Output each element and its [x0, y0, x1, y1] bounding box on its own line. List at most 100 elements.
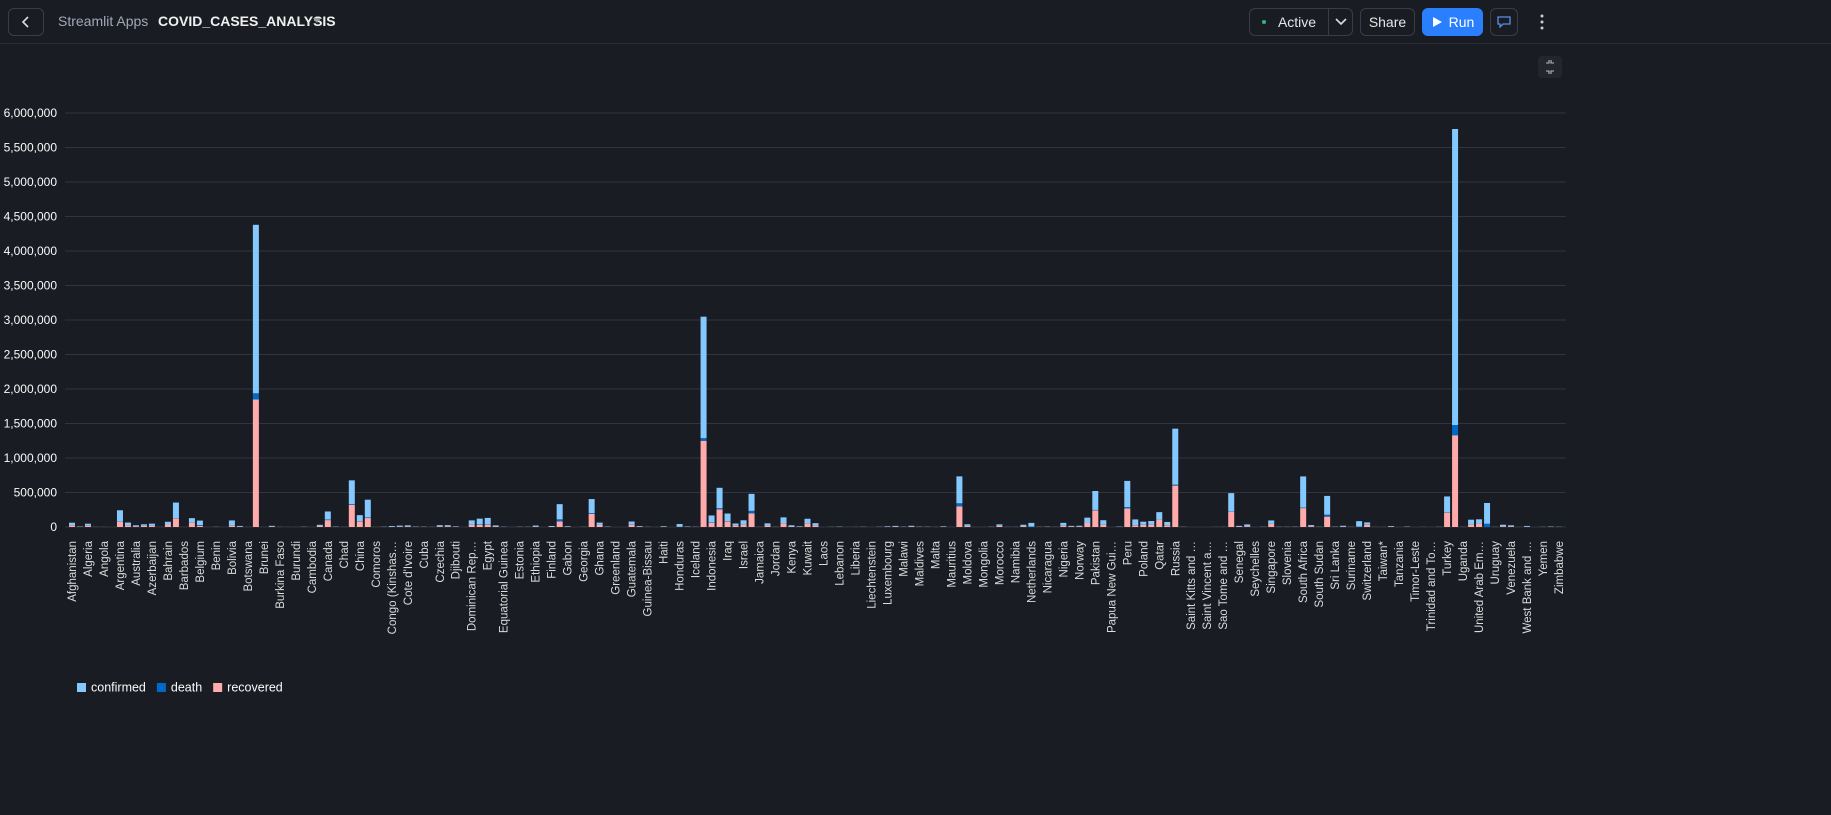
app-name[interactable]: COVID_CASES_ANALYSIS: [158, 13, 336, 29]
bar-segment: [228, 525, 235, 527]
bar-segment: [908, 525, 915, 527]
status-button[interactable]: Active: [1249, 8, 1329, 36]
x-tick-label: Moldova: [962, 540, 974, 584]
bar-segment: [484, 517, 491, 525]
x-tick-label: Canada: [323, 540, 335, 581]
bar-segment: [1268, 520, 1275, 524]
x-tick-label: Equatorial Guinea: [499, 540, 511, 633]
x-tick-label: Russia: [1170, 540, 1182, 576]
x-tick-label: United Arab Em…: [1474, 541, 1486, 633]
bar-segment: [1172, 428, 1179, 485]
bar-segment: [1060, 525, 1067, 527]
y-tick-label: 0: [50, 520, 57, 534]
bar-segment: [1084, 522, 1091, 527]
x-tick-label: Indonesia: [707, 540, 719, 590]
x-tick-label: Ethiopia: [531, 540, 543, 582]
status-dropdown[interactable]: [1328, 8, 1353, 36]
x-tick-label: Afghanistan: [67, 541, 79, 602]
bar-segment: [404, 526, 411, 527]
bar-segment: [1156, 512, 1163, 520]
menu-button[interactable]: [1538, 13, 1546, 31]
bar-segment: [164, 521, 171, 525]
bar-segment: [780, 523, 787, 527]
bar-segment: [1228, 511, 1235, 527]
bar-segment: [588, 513, 595, 514]
bar-segment: [1308, 526, 1315, 527]
bar-segment: [364, 499, 371, 518]
y-tick-label: 1,500,000: [4, 417, 58, 431]
x-tick-label: Liechtenstein: [866, 541, 878, 609]
x-tick-label: South Sudan: [1314, 541, 1326, 608]
x-tick-label: Laos: [818, 541, 830, 566]
x-tick-label: Papua New Gui…: [1106, 541, 1118, 633]
breadcrumb[interactable]: Streamlit Apps: [58, 13, 149, 29]
x-tick-label: Zimbabwe: [1554, 541, 1566, 594]
bar-segment: [468, 524, 475, 527]
bar-segment: [356, 515, 363, 522]
y-tick-label: 5,500,000: [4, 141, 58, 155]
bar-segment: [69, 522, 75, 526]
bar-segment: [484, 524, 491, 527]
x-tick-label: Pakistan: [1090, 541, 1102, 585]
bar-segment: [1476, 519, 1483, 524]
bar-segment: [812, 523, 819, 526]
bar-segment: [188, 522, 195, 527]
bar-segment: [748, 510, 755, 514]
bar-segment: [716, 508, 723, 510]
bar-segment: [348, 504, 355, 527]
bar-segment: [1500, 524, 1507, 527]
comment-icon: [1497, 16, 1511, 28]
bar-segment: [996, 525, 1003, 527]
bar-segment: [780, 517, 787, 524]
bar-segment: [436, 525, 443, 527]
x-tick-label: Bolivia: [227, 540, 239, 574]
x-tick-label: Seychelles: [1250, 541, 1262, 597]
back-button[interactable]: [8, 8, 44, 36]
x-tick-label: Singapore: [1266, 541, 1278, 593]
bar-segment: [556, 519, 563, 522]
x-tick-label: Morocco: [994, 541, 1006, 585]
bar-segment: [436, 526, 443, 527]
bar-segment: [740, 524, 747, 527]
bar-segment: [1172, 484, 1179, 486]
bar-segment: [236, 525, 243, 527]
bar-segment: [84, 525, 91, 527]
x-tick-label: Cuba: [419, 540, 431, 568]
bar-segment: [268, 525, 275, 527]
bar-segment: [324, 511, 331, 520]
y-tick-label: 4,500,000: [4, 210, 58, 224]
bar-segment: [676, 524, 683, 527]
x-tick-label: Haiti: [659, 541, 671, 564]
bar-segment: [348, 504, 355, 505]
comment-button[interactable]: [1490, 8, 1518, 36]
bar-segment: [700, 438, 707, 441]
x-tick-label: Nicaragua: [1042, 540, 1054, 593]
x-tick-label: South Africa: [1298, 540, 1310, 603]
run-button[interactable]: Run: [1422, 8, 1483, 36]
x-tick-label: Yemen: [1538, 541, 1550, 576]
x-tick-label: Poland: [1138, 541, 1150, 577]
bar-segment: [252, 399, 259, 527]
bar-segment: [172, 518, 179, 527]
x-tick-label: Turkey: [1442, 541, 1454, 576]
bar-segment: [628, 521, 635, 525]
x-tick-label: Venezuela: [1506, 540, 1518, 594]
bar-segment: [908, 526, 915, 527]
bar-segment: [196, 525, 203, 527]
bar-segment: [1020, 526, 1027, 527]
x-tick-label: Switzerland: [1362, 541, 1374, 600]
x-tick-label: Comoros: [371, 541, 383, 588]
bar-segment: [116, 510, 123, 522]
x-tick-label: Slovenia: [1282, 540, 1294, 585]
bar-segment: [476, 518, 483, 525]
share-button[interactable]: Share: [1360, 8, 1415, 36]
bar-segment: [732, 523, 739, 526]
x-tick-label: Luxembourg: [882, 541, 894, 605]
bar-segment: [1452, 129, 1459, 426]
bar-segment: [556, 521, 563, 527]
fullscreen-button[interactable]: [1538, 56, 1562, 78]
x-tick-label: Greenland: [611, 541, 623, 595]
bar-segment: [1100, 520, 1107, 525]
app-dropdown[interactable]: [312, 17, 322, 25]
bar-segment: [548, 525, 555, 527]
